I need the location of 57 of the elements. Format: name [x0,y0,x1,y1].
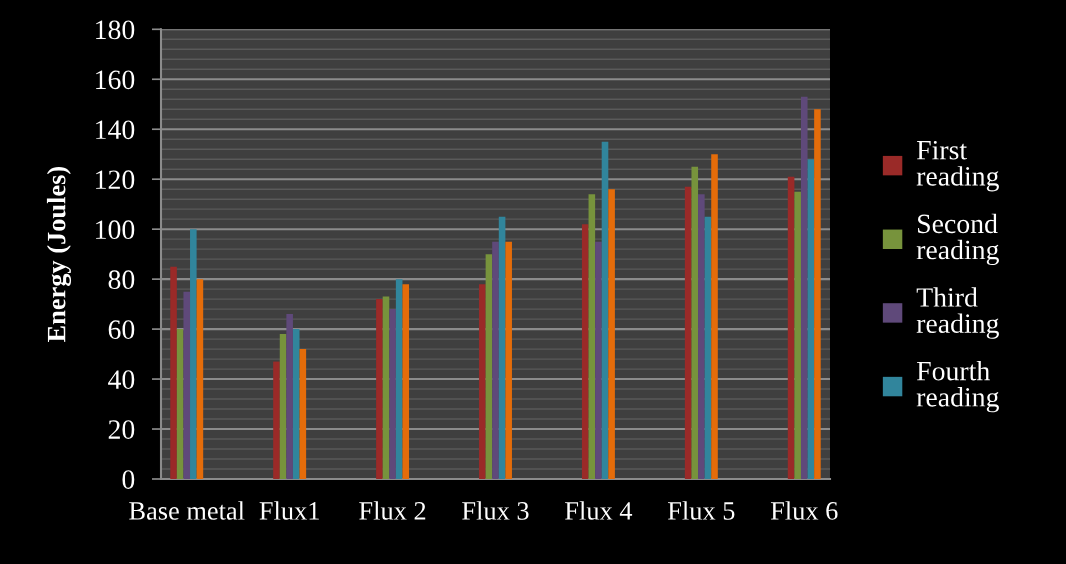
bar [176,329,184,479]
bar [698,194,705,479]
bar [279,334,287,479]
bar [183,291,191,479]
bar [691,166,699,479]
bar [389,309,396,479]
bar [794,191,801,479]
bar [376,299,383,479]
y-tick-label: 60 [108,320,135,340]
bar [704,216,712,479]
x-tick-label: Flux 4 [565,501,633,520]
x-tick-label: Base metal [129,501,245,520]
bar [479,284,486,479]
y-tick-label: 0 [122,470,135,489]
legend-label: Third reading [916,287,999,339]
bar [595,241,602,479]
bar [196,279,204,479]
legend-label: Fourth reading [916,360,999,413]
y-tick-label: 80 [108,270,135,290]
bar [807,159,815,479]
x-tick-label: Flux 5 [668,501,735,520]
y-tick-label: 160 [96,70,135,90]
bar [170,266,177,479]
bar [299,349,307,479]
bar [608,189,615,479]
bar [286,314,293,479]
x-tick-label: Flux1 [259,501,319,520]
bar [588,194,596,479]
bar [382,296,390,479]
bar [498,216,506,479]
bar [601,141,609,479]
bar [684,186,692,479]
y-axis-title: Energy (Joules) [46,166,72,343]
bar [581,224,589,479]
x-tick-label: Flux 2 [359,501,426,520]
bar [273,361,280,479]
bar [395,279,403,479]
bar [505,241,512,479]
bar [492,241,499,479]
legend-label: Second reading [916,213,999,266]
y-tick-label: 120 [96,170,135,190]
bar [711,154,718,479]
y-tick-label: 20 [108,420,135,439]
x-tick-label: Flux 6 [770,501,838,520]
legend-label: First reading [916,140,999,192]
bar [190,229,197,479]
x-tick-label: Flux 3 [462,501,529,520]
bar [402,284,410,479]
y-tick-label: 180 [96,20,135,40]
bar [787,176,795,479]
bar [485,254,493,479]
bar [800,96,808,479]
bar [814,109,821,479]
y-tick-label: 40 [108,370,135,389]
bar [292,329,300,479]
y-tick-label: 140 [96,120,135,140]
y-tick-label: 100 [96,220,135,240]
